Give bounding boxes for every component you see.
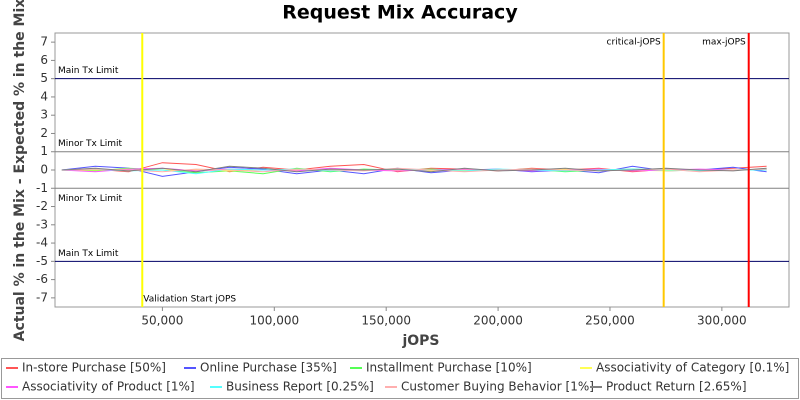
legend-label: Associativity of Category [0.1%] <box>596 361 789 375</box>
series-line <box>61 165 767 173</box>
y-tick-label: 0 <box>40 163 48 177</box>
marker-label: max-jOPS <box>702 38 746 48</box>
legend-label: Online Purchase [35%] <box>200 361 337 375</box>
x-tick-label: 50,000 <box>141 314 183 328</box>
legend-label: Customer Buying Behavior [1%] <box>401 380 594 394</box>
y-tick-label: 2 <box>40 126 48 140</box>
legend-box <box>1 358 799 399</box>
legend-label: Installment Purchase [10%] <box>366 361 532 375</box>
limit-label: Main Tx Limit <box>58 249 119 259</box>
y-tick-label: 5 <box>40 71 48 85</box>
x-tick-label: 300,000 <box>697 314 747 328</box>
y-tick-label: -3 <box>36 217 48 231</box>
legend-label: Business Report [0.25%] <box>226 380 374 394</box>
x-tick-label: 150,000 <box>361 314 411 328</box>
y-axis-label: Actual % in the Mix - Expected % in the … <box>12 0 28 341</box>
legend-label: Product Return [2.65%] <box>606 380 747 394</box>
x-tick-label: 200,000 <box>473 314 523 328</box>
y-tick-label: -6 <box>36 272 48 286</box>
y-tick-label: -2 <box>36 199 48 213</box>
limit-label: Minor Tx Limit <box>58 139 123 149</box>
marker-label: Validation Start jOPS <box>143 295 236 305</box>
y-tick-label: 4 <box>40 89 48 103</box>
limit-label: Main Tx Limit <box>58 66 119 76</box>
chart-title: Request Mix Accuracy <box>282 2 518 24</box>
y-tick-label: -5 <box>36 254 48 268</box>
legend-label: In-store Purchase [50%] <box>22 361 166 375</box>
x-tick-label: 100,000 <box>249 314 299 328</box>
y-tick-label: -4 <box>36 236 48 250</box>
y-tick-label: -1 <box>36 181 48 195</box>
x-axis-label: jOPS <box>401 333 439 349</box>
y-tick-label: 7 <box>40 35 48 49</box>
legend-label: Associativity of Product [1%] <box>22 380 195 394</box>
x-tick-label: 250,000 <box>585 314 635 328</box>
y-tick-label: 3 <box>40 108 48 122</box>
y-tick-label: 1 <box>40 144 48 158</box>
y-tick-label: 6 <box>40 53 48 67</box>
y-tick-label: -7 <box>36 290 48 304</box>
marker-label: critical-jOPS <box>607 38 661 48</box>
limit-label: Minor Tx Limit <box>58 194 123 204</box>
